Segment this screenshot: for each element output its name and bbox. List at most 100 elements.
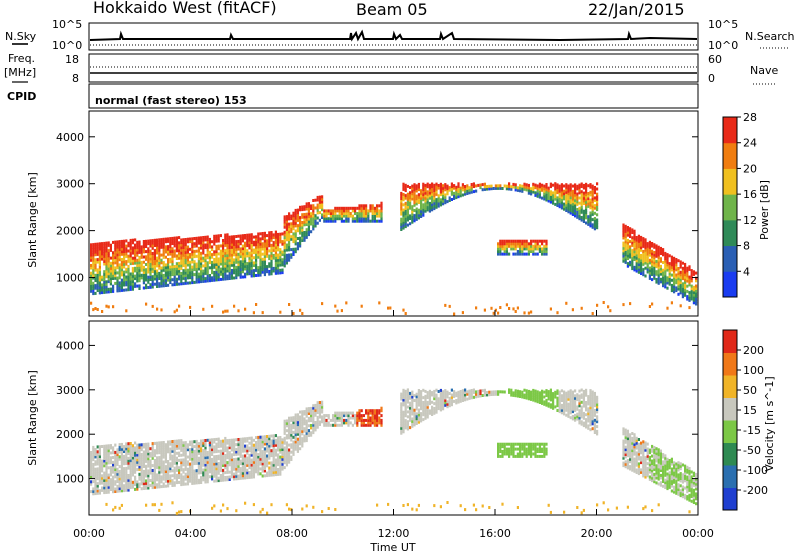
range-gate-cell: [286, 419, 288, 422]
range-gate-cell: [295, 217, 297, 220]
range-gate-cell: [543, 247, 545, 250]
range-gate-cell: [424, 184, 426, 187]
range-gate-cell: [345, 419, 347, 422]
range-gate-cell: [574, 183, 576, 186]
range-gate-cell: [158, 272, 160, 275]
range-gate-cell: [119, 271, 121, 274]
range-gate-cell: [640, 236, 642, 239]
range-gate-cell: [200, 262, 202, 265]
range-gate-cell: [647, 242, 649, 245]
range-gate-cell: [673, 272, 675, 275]
range-gate-cell: [636, 259, 638, 262]
range-gate-cell: [220, 510, 222, 513]
range-gate-cell: [207, 236, 209, 239]
range-gate-cell: [303, 417, 305, 420]
range-gate-cell: [233, 238, 235, 241]
range-gate-cell: [416, 508, 418, 511]
range-gate-cell: [163, 246, 165, 249]
range-gate-cell: [119, 251, 121, 254]
range-gate-cell: [125, 255, 127, 258]
range-gate-cell: [361, 305, 363, 308]
range-gate-cell: [585, 193, 587, 196]
range-gate-cell: [112, 241, 114, 244]
range-gate-cell: [169, 278, 171, 281]
range-gate-cell: [521, 242, 523, 245]
range-gate-cell: [462, 194, 464, 197]
range-gate-cell: [244, 257, 246, 260]
range-gate-cell: [134, 446, 136, 449]
range-gate-cell: [152, 239, 154, 242]
range-gate-cell: [292, 217, 294, 220]
range-gate-cell: [319, 421, 321, 424]
range-gate-cell: [90, 451, 92, 454]
range-gate-cell: [662, 274, 664, 277]
range-gate-cell: [422, 209, 424, 212]
range-gate-cell: [92, 264, 94, 267]
range-gate-cell: [583, 194, 585, 197]
range-gate-cell: [440, 185, 442, 188]
range-gate-cell: [292, 416, 294, 419]
range-gate-cell: [224, 252, 226, 255]
range-gate-cell: [308, 202, 310, 205]
range-gate-cell: [231, 269, 233, 272]
range-gate-cell: [222, 262, 224, 265]
range-gate-cell: [114, 266, 116, 269]
range-gate-cell: [389, 307, 391, 310]
range-gate-cell: [653, 272, 655, 275]
range-gate-cell: [112, 277, 114, 280]
range-gate-cell: [97, 279, 99, 282]
range-gate-cell: [671, 269, 673, 272]
range-gate-cell: [299, 206, 301, 209]
range-gate-cell: [413, 194, 415, 197]
range-gate-cell: [160, 261, 162, 264]
range-gate-cell: [462, 188, 464, 191]
range-gate-cell: [303, 208, 305, 211]
range-gate-cell: [222, 311, 224, 314]
range-gate-cell: [321, 203, 323, 206]
colorbar-tick-label: 24: [743, 137, 757, 150]
range-gate-cell: [112, 251, 114, 254]
range-gate-cell: [578, 191, 580, 194]
range-gate-cell: [132, 277, 134, 280]
range-gate-cell: [193, 253, 195, 256]
range-gate-cell: [171, 270, 173, 273]
range-gate-cell: [515, 310, 517, 313]
range-gate-cell: [451, 185, 453, 188]
range-gate-cell: [121, 250, 123, 253]
range-gate-cell: [156, 264, 158, 267]
range-gate-cell: [215, 240, 217, 243]
range-gate-cell: [270, 236, 272, 239]
range-gate-cell: [262, 475, 264, 478]
range-gate-cell: [103, 291, 105, 294]
range-gate-cell: [110, 246, 112, 249]
range-gate-cell: [431, 203, 433, 206]
range-gate-cell: [167, 274, 169, 277]
range-gate-cell: [673, 265, 675, 268]
range-gate-cell: [123, 484, 125, 487]
range-gate-cell: [130, 252, 132, 255]
range-gate-cell: [176, 474, 178, 477]
range-gate-cell: [163, 483, 165, 486]
range-gate-cell: [402, 309, 404, 312]
range-gate-cell: [229, 243, 231, 246]
range-gate-cell: [116, 240, 118, 243]
range-gate-cell: [193, 273, 195, 276]
range-gate-cell: [312, 215, 314, 218]
range-gate-cell: [218, 240, 220, 243]
range-gate-cell: [229, 236, 231, 239]
range-gate-cell: [136, 269, 138, 272]
power-y-axis-label: Slant Range [km]: [26, 172, 39, 268]
range-gate-cell: [658, 282, 660, 285]
range-gate-cell: [468, 189, 470, 192]
range-gate-cell: [163, 243, 165, 246]
range-gate-cell: [622, 303, 624, 306]
range-gate-cell: [158, 256, 160, 259]
range-gate-cell: [559, 187, 561, 190]
range-gate-cell: [422, 206, 424, 209]
range-gate-cell: [156, 285, 158, 288]
range-gate-cell: [253, 243, 255, 246]
range-gate-cell: [198, 262, 200, 265]
range-gate-cell: [198, 265, 200, 268]
range-gate-cell: [541, 184, 543, 187]
range-gate-cell: [660, 247, 662, 250]
